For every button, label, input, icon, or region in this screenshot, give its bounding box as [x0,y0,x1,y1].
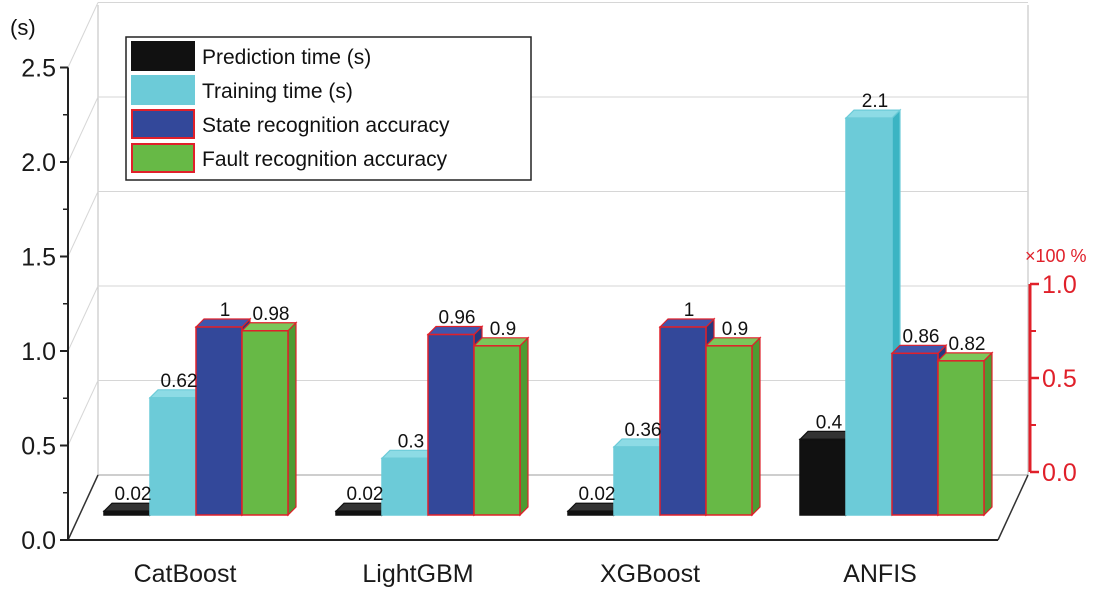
bar-front [846,118,892,515]
data-label-training-time-s-anfis: 2.1 [862,91,888,112]
data-label-state-recognition-accuracy-lightgbm: 0.96 [439,308,476,329]
left-tick-label: 1.5 [21,244,56,272]
legend-label: Prediction time (s) [202,46,371,69]
data-label-state-recognition-accuracy-xgboost: 1 [684,300,695,321]
right-tick-label: 0.5 [1042,365,1077,393]
legend-swatch [132,42,194,70]
bar-front [474,346,520,515]
right-axis: 0.0 0.5 1.0 ×100 % [1025,246,1087,487]
bar-side [752,338,760,515]
legend-entry-fault-recognition-accuracy: Fault recognition accuracy [132,144,448,172]
right-tick-label: 1.0 [1042,271,1077,299]
bar-front [800,439,846,515]
data-label-training-time-s-xgboost: 0.36 [625,420,662,441]
bar-front [660,327,706,515]
data-label-prediction-time-s-xgboost: 0.02 [579,484,616,505]
right-axis-unit: ×100 % [1025,246,1087,266]
left-axis: 0.0 0.5 1.0 1.5 2.0 2.5 (s) [10,15,68,555]
left-tick-label: 2.0 [21,149,56,177]
category-label-lightgbm: LightGBM [362,560,473,588]
bar-front [150,398,196,515]
legend-swatch [132,76,194,104]
bar-front [614,447,660,515]
side-gridline [68,286,98,351]
legend-swatch [132,110,194,138]
floor-right-edge [998,475,1028,540]
bar-front [938,361,984,515]
category-label-catboost: CatBoost [134,560,237,588]
data-label-prediction-time-s-anfis: 0.4 [816,412,843,433]
floor-left-edge [68,475,98,540]
data-label-training-time-s-catboost: 0.62 [161,371,198,392]
bar-fault-recognition-accuracy-anfis [938,353,992,515]
bar-side [288,323,296,515]
bar-front [242,331,288,515]
data-label-training-time-s-lightgbm: 0.3 [398,431,424,452]
right-tick-label: 0.0 [1042,459,1077,487]
data-label-fault-recognition-accuracy-lightgbm: 0.9 [490,319,516,340]
left-tick-label: 0.0 [21,527,56,555]
bar-front [382,458,428,515]
side-gridline [68,192,98,257]
legend-entry-prediction-time-s: Prediction time (s) [132,42,371,70]
chart: 0.0 0.5 1.0 1.5 2.0 2.5 (s) 0.0 0.5 1.0 ×100 % 0.… [0,0,1105,592]
bar-front [104,511,150,515]
bar-front [336,511,382,515]
data-label-prediction-time-s-lightgbm: 0.02 [347,484,384,505]
bar-front [706,346,752,515]
legend-entry-training-time-s: Training time (s) [132,76,353,104]
legend-label: State recognition accuracy [202,114,450,137]
side-gridline [68,97,98,162]
bar-side [520,338,528,515]
left-tick-label: 1.0 [21,338,56,366]
bar-side [984,353,992,515]
left-tick-label: 2.5 [21,55,56,83]
bar-front [892,353,938,515]
bar-front [568,511,614,515]
data-label-fault-recognition-accuracy-anfis: 0.82 [949,334,986,355]
left-axis-unit: (s) [10,15,36,40]
legend-label: Training time (s) [202,80,353,103]
data-label-state-recognition-accuracy-catboost: 1 [220,300,231,321]
bar-fault-recognition-accuracy-lightgbm [474,338,528,515]
bar-fault-recognition-accuracy-xgboost [706,338,760,515]
category-labels: CatBoost LightGBM XGBoost ANFIS [134,560,917,588]
legend-swatch [132,144,194,172]
bar-front [196,327,242,515]
data-label-fault-recognition-accuracy-catboost: 0.98 [253,304,290,325]
category-label-xgboost: XGBoost [600,560,700,588]
side-gridline [68,3,98,68]
left-tick-label: 0.5 [21,433,56,461]
legend: Prediction time (s) Training time (s) Stat… [126,37,531,180]
data-label-state-recognition-accuracy-anfis: 0.86 [903,326,940,347]
data-label-fault-recognition-accuracy-xgboost: 0.9 [722,319,748,340]
category-label-anfis: ANFIS [843,560,917,588]
legend-label: Fault recognition accuracy [202,148,448,171]
bar-fault-recognition-accuracy-catboost [242,323,296,515]
side-gridline [68,381,98,446]
bar-front [428,335,474,515]
data-label-prediction-time-s-catboost: 0.02 [115,484,152,505]
legend-entry-state-recognition-accuracy: State recognition accuracy [132,110,450,138]
